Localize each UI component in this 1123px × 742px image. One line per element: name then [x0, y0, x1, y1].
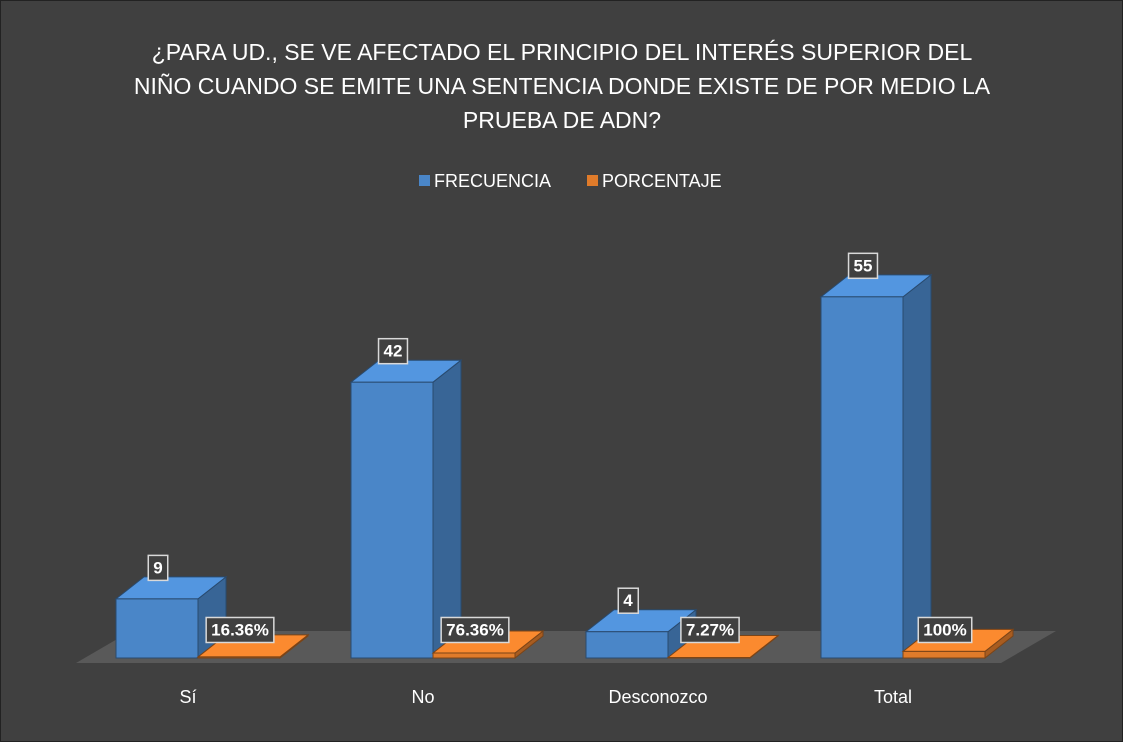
data-label-text: 55 [854, 256, 873, 275]
legend-label: FRECUENCIA [434, 171, 551, 191]
data-label: 4 [617, 587, 640, 614]
data-label: 55 [847, 252, 879, 280]
bar-front [350, 381, 434, 659]
data-label-text: 4 [623, 591, 633, 610]
data-label-box [377, 337, 409, 365]
legend-swatch [587, 175, 598, 186]
data-label-text: 9 [153, 558, 162, 577]
x-tick-label: No [411, 687, 434, 707]
data-label-text: 76.36% [446, 620, 504, 639]
chart-title: ¿PARA UD., SE VE AFECTADO EL PRINCIPIO D… [133, 39, 991, 133]
data-label-box [147, 554, 169, 582]
data-label: 100% [917, 616, 973, 644]
bar-side [902, 273, 932, 660]
data-label-box [205, 616, 275, 644]
data-label-text: 7.27% [686, 620, 734, 639]
bar-front [820, 296, 904, 659]
floor [76, 631, 1056, 663]
data-label: 9 [147, 554, 169, 582]
data-label-box [440, 616, 510, 644]
bar [114, 575, 228, 660]
data-label-box [847, 252, 879, 280]
x-tick-label: Desconozco [608, 687, 707, 707]
data-label-text: 16.36% [211, 620, 269, 639]
data-label-text: 100% [923, 620, 966, 639]
bar-front [902, 650, 986, 659]
bar-side [432, 359, 462, 660]
data-label: 16.36% [205, 616, 275, 644]
data-label: 7.27% [680, 616, 740, 644]
data-label-box [680, 616, 740, 644]
x-tick-label: Sí [179, 687, 196, 707]
data-label-box [617, 587, 640, 614]
legend-swatch [419, 175, 430, 186]
bar [819, 273, 933, 660]
x-tick-label: Total [874, 687, 912, 707]
data-label: 76.36% [440, 616, 510, 644]
bar [349, 359, 463, 660]
bar-front [432, 652, 516, 659]
bar-front [197, 656, 281, 659]
data-label: 42 [377, 337, 409, 365]
bar-front [585, 631, 669, 659]
data-label-text: 42 [384, 342, 403, 361]
bar-front [115, 598, 199, 659]
data-label-box [917, 616, 973, 644]
legend-label: PORCENTAJE [602, 171, 722, 191]
